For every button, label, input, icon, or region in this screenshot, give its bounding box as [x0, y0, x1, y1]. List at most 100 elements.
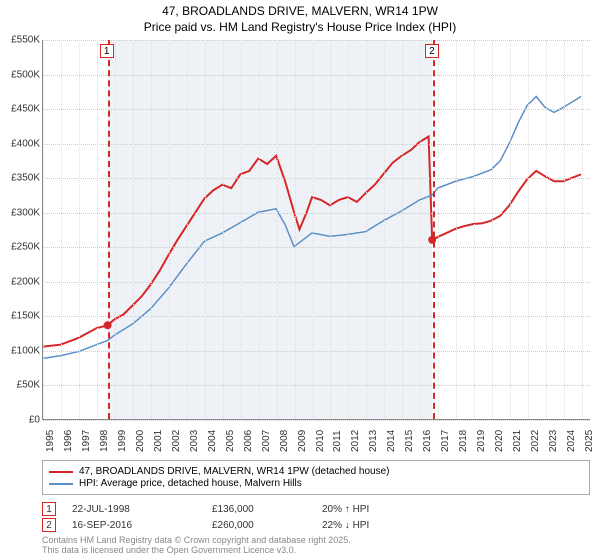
- gridline-v: [79, 40, 80, 419]
- x-tick-label: 2021: [512, 430, 523, 452]
- gridline-v: [133, 40, 134, 419]
- gridline-h: [43, 40, 590, 41]
- x-tick-label: 2011: [332, 430, 343, 452]
- x-tick-label: 2007: [261, 430, 272, 452]
- x-tick-label: 2017: [440, 430, 451, 452]
- x-tick-label: 2016: [422, 430, 433, 452]
- footer: Contains HM Land Registry data © Crown c…: [42, 536, 351, 556]
- x-tick-label: 2024: [566, 430, 577, 452]
- x-tick-label: 1998: [99, 430, 110, 452]
- event-marker: 2: [425, 44, 439, 58]
- gridline-v: [223, 40, 224, 419]
- gridline-v: [582, 40, 583, 419]
- y-tick-label: £450K: [2, 104, 40, 115]
- chart-plot-area: [42, 40, 590, 420]
- x-tick-label: 2006: [243, 430, 254, 452]
- event-line: [108, 40, 110, 419]
- y-tick-label: £500K: [2, 69, 40, 80]
- gridline-v: [330, 40, 331, 419]
- gridline-v: [61, 40, 62, 419]
- y-tick-label: £250K: [2, 242, 40, 253]
- x-tick-label: 2003: [189, 430, 200, 452]
- gridline-v: [546, 40, 547, 419]
- y-tick-label: £400K: [2, 138, 40, 149]
- legend-swatch: [49, 471, 73, 473]
- y-tick-label: £550K: [2, 35, 40, 46]
- gridline-h: [43, 247, 590, 248]
- gridline-v: [313, 40, 314, 419]
- gridline-v: [43, 40, 44, 419]
- event-delta: 20% ↑ HPI: [322, 504, 590, 515]
- gridline-v: [438, 40, 439, 419]
- event-row: 1 22-JUL-1998 £136,000 20% ↑ HPI: [42, 502, 590, 516]
- y-tick-label: £200K: [2, 276, 40, 287]
- legend-item: 47, BROADLANDS DRIVE, MALVERN, WR14 1PW …: [49, 466, 583, 477]
- gridline-h: [43, 213, 590, 214]
- gridline-v: [259, 40, 260, 419]
- y-tick-label: £150K: [2, 311, 40, 322]
- gridline-v: [295, 40, 296, 419]
- x-tick-label: 2010: [315, 430, 326, 452]
- y-tick-label: £300K: [2, 207, 40, 218]
- gridline-v: [402, 40, 403, 419]
- event-line: [433, 40, 435, 419]
- x-tick-label: 2018: [458, 430, 469, 452]
- x-tick-label: 2019: [476, 430, 487, 452]
- x-tick-label: 2025: [584, 430, 595, 452]
- x-tick-label: 1995: [45, 430, 56, 452]
- gridline-h: [43, 385, 590, 386]
- gridline-v: [528, 40, 529, 419]
- chart-container: 47, BROADLANDS DRIVE, MALVERN, WR14 1PW …: [0, 0, 600, 560]
- x-tick-label: 2004: [207, 430, 218, 452]
- x-tick-label: 2013: [368, 430, 379, 452]
- x-tick-label: 1996: [63, 430, 74, 452]
- x-tick-label: 2005: [225, 430, 236, 452]
- event-marker: 1: [100, 44, 114, 58]
- gridline-v: [151, 40, 152, 419]
- x-tick-label: 2001: [153, 430, 164, 452]
- legend-swatch: [49, 483, 73, 485]
- y-tick-label: £100K: [2, 345, 40, 356]
- legend-label: HPI: Average price, detached house, Malv…: [79, 478, 302, 489]
- gridline-h: [43, 75, 590, 76]
- gridline-v: [241, 40, 242, 419]
- gridline-v: [187, 40, 188, 419]
- gridline-h: [43, 109, 590, 110]
- legend: 47, BROADLANDS DRIVE, MALVERN, WR14 1PW …: [42, 460, 590, 495]
- gridline-h: [43, 282, 590, 283]
- gridline-h: [43, 144, 590, 145]
- event-price: £260,000: [212, 520, 322, 531]
- x-tick-label: 2015: [404, 430, 415, 452]
- chart-svg: [43, 40, 590, 419]
- footer-line2: This data is licensed under the Open Gov…: [42, 546, 351, 556]
- event-delta: 22% ↓ HPI: [322, 520, 590, 531]
- event-date: 22-JUL-1998: [72, 504, 212, 515]
- gridline-v: [456, 40, 457, 419]
- events-table: 1 22-JUL-1998 £136,000 20% ↑ HPI 2 16-SE…: [42, 500, 590, 534]
- x-tick-label: 2002: [171, 430, 182, 452]
- gridline-v: [420, 40, 421, 419]
- x-tick-label: 2009: [297, 430, 308, 452]
- y-tick-label: £50K: [2, 380, 40, 391]
- legend-item: HPI: Average price, detached house, Malv…: [49, 478, 583, 489]
- gridline-h: [43, 351, 590, 352]
- gridline-v: [115, 40, 116, 419]
- x-tick-label: 2023: [548, 430, 559, 452]
- gridline-v: [384, 40, 385, 419]
- gridline-h: [43, 178, 590, 179]
- y-tick-label: £0: [2, 415, 40, 426]
- gridline-v: [564, 40, 565, 419]
- x-tick-label: 2012: [350, 430, 361, 452]
- x-tick-label: 2022: [530, 430, 541, 452]
- gridline-v: [348, 40, 349, 419]
- gridline-v: [492, 40, 493, 419]
- event-date: 16-SEP-2016: [72, 520, 212, 531]
- x-tick-label: 2008: [279, 430, 290, 452]
- gridline-v: [510, 40, 511, 419]
- gridline-h: [43, 420, 590, 421]
- event-badge: 2: [42, 518, 56, 532]
- event-row: 2 16-SEP-2016 £260,000 22% ↓ HPI: [42, 518, 590, 532]
- gridline-v: [366, 40, 367, 419]
- title-address: 47, BROADLANDS DRIVE, MALVERN, WR14 1PW: [0, 4, 600, 20]
- title-block: 47, BROADLANDS DRIVE, MALVERN, WR14 1PW …: [0, 0, 600, 37]
